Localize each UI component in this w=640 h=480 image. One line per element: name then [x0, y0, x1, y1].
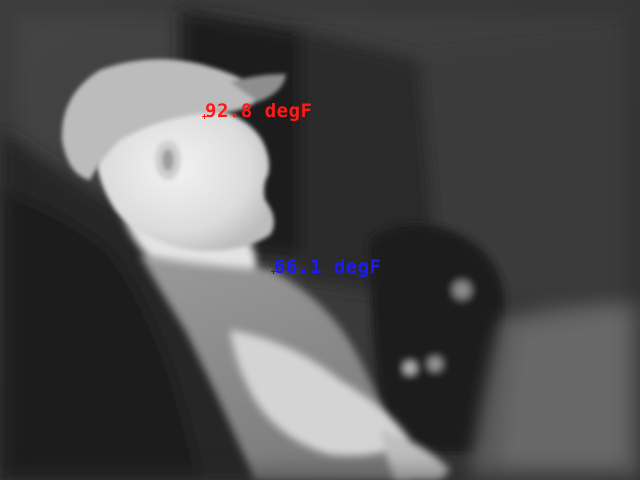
- max-temp-marker: [202, 114, 207, 119]
- min-temp-marker: [271, 269, 276, 274]
- max-temp-readout: 92.8 degF: [205, 100, 313, 122]
- min-temp-readout: 66.1 degF: [274, 256, 382, 278]
